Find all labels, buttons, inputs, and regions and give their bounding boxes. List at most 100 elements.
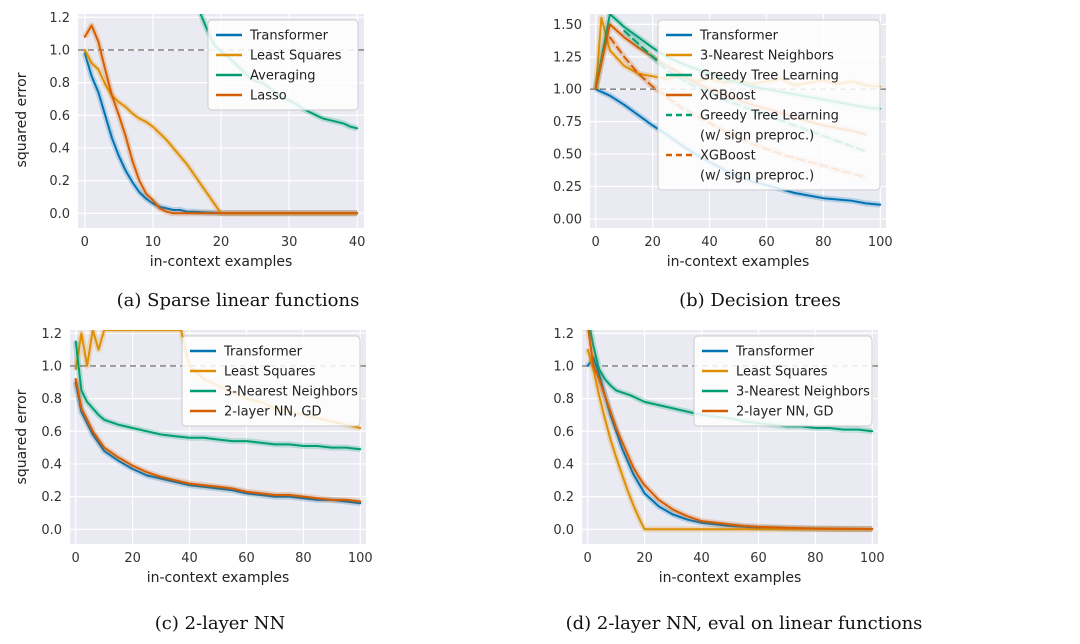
y-tick-label: 0.6 [49,109,70,124]
y-tick-label: 0.0 [41,523,62,538]
x-tick-label: 0 [592,235,600,250]
legend-label: Greedy Tree Learning [700,109,839,124]
legend: Transformer Least Squares 3-Nearest Neighb… [181,335,361,427]
legend-label: Least Squares [250,49,342,64]
x-tick-label: 60 [238,551,255,566]
x-tick-label: 40 [693,551,710,566]
y-tick-label: 0.50 [553,148,582,163]
legend-box [657,19,881,191]
y-tick-label: 0.8 [41,392,62,407]
y-tick-label: 0.75 [553,115,582,130]
y-tick-label: 0.0 [553,523,574,538]
x-tick-label: 60 [750,551,767,566]
series-line [74,340,362,451]
x-tick-label: 40 [701,235,718,250]
x-tick-label: 60 [758,235,775,250]
y-tick-label: 0.0 [49,207,70,222]
y-tick-label: 1.25 [553,50,582,65]
legend-label: Least Squares [736,365,828,380]
y-tick-label: 0.6 [553,425,574,440]
y-tick-label: 0.2 [49,174,70,189]
y-tick-label: 1.2 [553,327,574,342]
x-tick-label: 20 [124,551,141,566]
panel-caption: (a) Sparse linear functions [117,290,360,311]
legend-label: 3-Nearest Neighbors [700,49,834,64]
legend-label: 2-layer NN, GD [224,405,322,420]
legend-label: 3-Nearest Neighbors [224,385,358,400]
x-tick-label: 40 [349,235,366,250]
x-tick-label: 20 [213,235,230,250]
legend-box [693,335,873,427]
y-tick-label: 1.2 [49,11,70,26]
series-group [81,14,359,217]
series-group [584,330,874,533]
legend-label: 2-layer NN, GD [736,405,834,420]
legend-box [207,19,359,111]
y-tick-label: 0.00 [553,212,582,227]
y-axis-label: squared error [14,389,30,484]
x-tick-label: 40 [181,551,198,566]
chart-panel-a: 0.0 0.2 0.4 0.6 0.8 1.0 1.2 0 10 20 30 40 in-context… [14,11,365,311]
legend-label: (w/ sign preproc.) [700,169,814,184]
y-tick-label: 1.2 [41,327,62,342]
y-axis-label: squared error [14,72,30,167]
legend: Transformer 3-Nearest Neighbors Greedy Tre… [657,19,881,191]
series-line [74,381,362,505]
legend-label: Lasso [250,89,287,104]
x-tick-label: 80 [807,551,824,566]
x-tick-label: 30 [281,235,298,250]
x-axis-label: in-context examples [667,254,810,270]
legend: Transformer Least Squares 3-Nearest Neighb… [693,335,873,427]
series-line [83,24,359,215]
legend: Transformer Least Squares Averaging Lasso [207,19,359,111]
legend-label: Least Squares [224,365,316,380]
x-axis-label: in-context examples [147,570,290,586]
legend-label: 3-Nearest Neighbors [736,385,870,400]
x-tick-label: 100 [348,551,373,566]
chart-panel-b: 0.00 0.25 0.50 0.75 1.00 1.25 1.50 0 20 40 60 80 100… [553,14,893,311]
x-tick-label: 20 [636,551,653,566]
y-tick-label: 0.2 [553,490,574,505]
x-tick-label: 80 [295,551,312,566]
legend-label: Transformer [223,345,303,360]
series-line [74,378,362,503]
x-axis-label: in-context examples [659,570,802,586]
panel-caption: (b) Decision trees [679,290,841,311]
legend-label: Transformer [735,345,815,360]
y-tick-label: 0.8 [49,76,70,91]
panel-caption: (d) 2-layer NN, eval on linear functions [566,613,923,634]
y-tick-label: 1.50 [553,18,582,33]
chart-panel-d: 0.0 0.2 0.4 0.6 0.8 1.0 1.2 0 20 40 60 80 100 in-cont… [553,327,923,634]
chart-panel-c: 0.0 0.2 0.4 0.6 0.8 1.0 1.2 0 20 40 60 80 100 in-cont… [14,327,373,634]
y-tick-label: 0.4 [553,457,574,472]
x-tick-label: 20 [644,235,661,250]
x-tick-label: 0 [584,551,592,566]
y-tick-label: 1.0 [49,43,70,58]
legend-label: Averaging [250,69,316,84]
series-line [586,348,874,531]
panel-caption: (c) 2-layer NN [155,613,286,634]
legend-box [181,335,361,427]
x-tick-label: 0 [81,235,89,250]
x-tick-label: 10 [145,235,162,250]
y-tick-label: 0.25 [553,180,582,195]
y-tick-label: 1.0 [553,359,574,374]
x-tick-label: 100 [868,235,893,250]
x-tick-label: 100 [860,551,885,566]
legend-label: Greedy Tree Learning [700,69,839,84]
y-tick-label: 1.00 [553,83,582,98]
y-tick-label: 0.6 [41,425,62,440]
legend-label: Transformer [699,29,779,44]
legend-label: (w/ sign preproc.) [700,129,814,144]
x-axis-label: in-context examples [150,254,293,270]
y-tick-label: 1.0 [41,359,62,374]
y-tick-label: 0.4 [41,457,62,472]
legend-label: XGBoost [700,89,756,104]
y-tick-label: 0.4 [49,141,70,156]
legend-label: XGBoost [700,149,756,164]
y-tick-label: 0.2 [41,490,62,505]
x-tick-label: 80 [815,235,832,250]
legend-label: Transformer [249,29,329,44]
series-line [587,330,874,530]
